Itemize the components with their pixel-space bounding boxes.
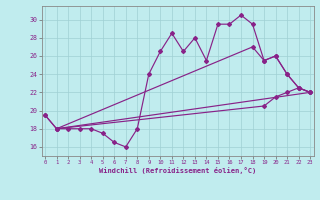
- X-axis label: Windchill (Refroidissement éolien,°C): Windchill (Refroidissement éolien,°C): [99, 167, 256, 174]
